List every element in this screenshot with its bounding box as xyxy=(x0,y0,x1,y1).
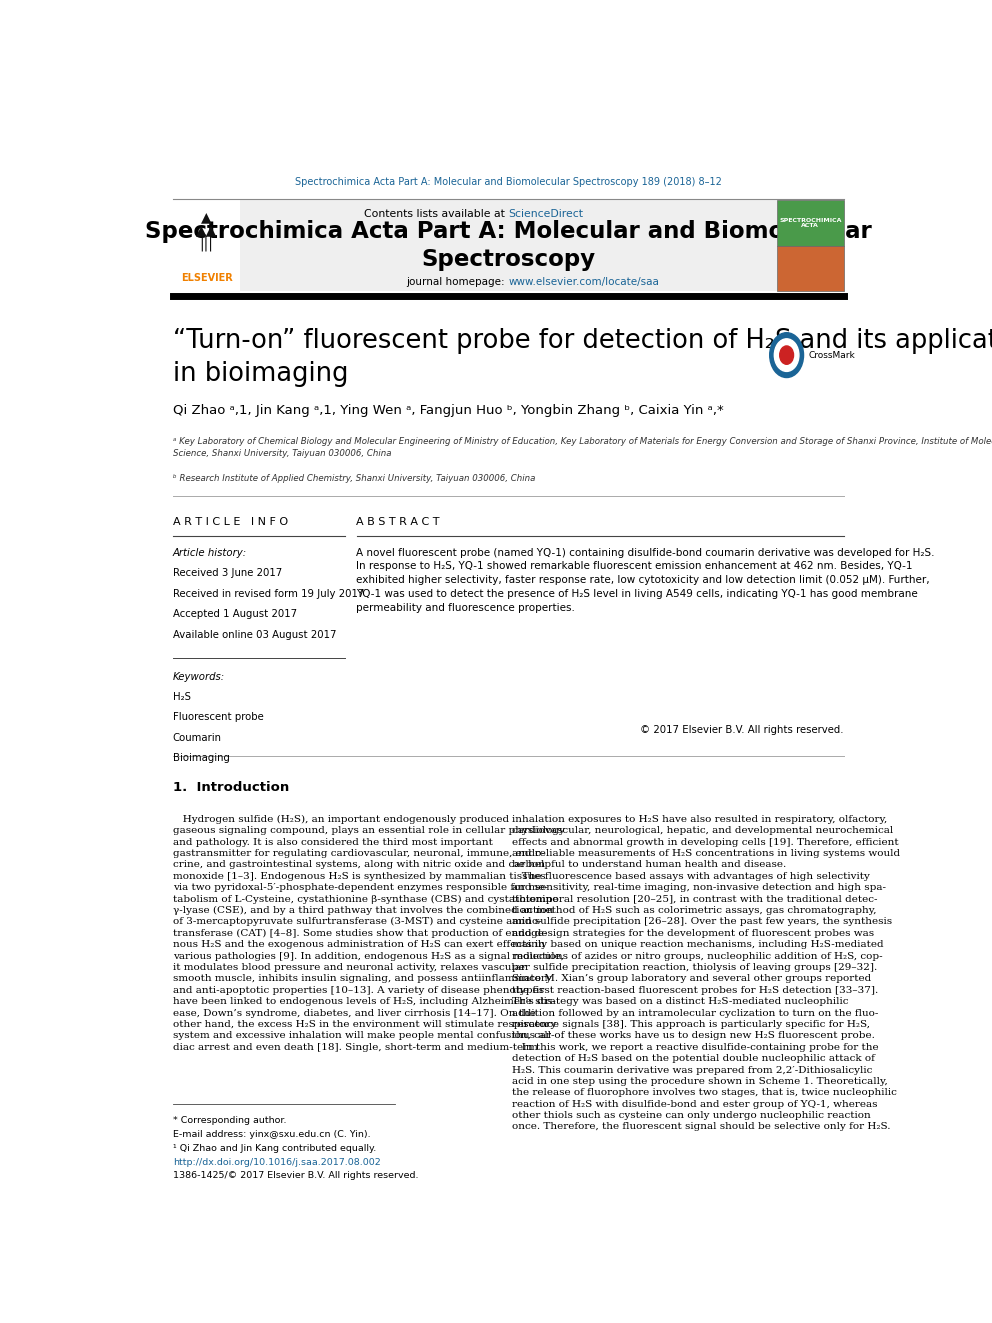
Text: Available online 03 August 2017: Available online 03 August 2017 xyxy=(173,630,336,639)
Text: and anti-apoptotic properties [10–13]. A variety of disease phenotypes: and anti-apoptotic properties [10–13]. A… xyxy=(173,986,544,995)
Text: www.elsevier.com/locate/saa: www.elsevier.com/locate/saa xyxy=(509,277,660,287)
Text: 1.  Introduction: 1. Introduction xyxy=(173,781,289,794)
Text: have been linked to endogenous levels of H₂S, including Alzheimer’s dis-: have been linked to endogenous levels of… xyxy=(173,998,556,1005)
Text: system and excessive inhalation will make people mental confusion, car-: system and excessive inhalation will mak… xyxy=(173,1032,555,1040)
Text: other thiols such as cysteine can only undergo nucleophilic reaction: other thiols such as cysteine can only u… xyxy=(512,1111,871,1121)
Text: Qi Zhao ᵃ,1, Jin Kang ᵃ,1, Ying Wen ᵃ, Fangjun Huo ᵇ, Yongbin Zhang ᵇ, Caixia Yi: Qi Zhao ᵃ,1, Jin Kang ᵃ,1, Ying Wen ᵃ, F… xyxy=(173,404,723,417)
Text: inhalation exposures to H₂S have also resulted in respiratory, olfactory,: inhalation exposures to H₂S have also re… xyxy=(512,815,888,824)
Text: The fluorescence based assays with advantages of high selectivity: The fluorescence based assays with advan… xyxy=(512,872,870,881)
Text: it modulates blood pressure and neuronal activity, relaxes vascular: it modulates blood pressure and neuronal… xyxy=(173,963,526,972)
Text: A novel fluorescent probe (named YQ-1) containing disulfide-bond coumarin deriva: A novel fluorescent probe (named YQ-1) c… xyxy=(356,548,935,613)
Text: be helpful to understand human health and disease.: be helpful to understand human health an… xyxy=(512,860,787,869)
Text: addition followed by an intramolecular cyclization to turn on the fluo-: addition followed by an intramolecular c… xyxy=(512,1008,879,1017)
Text: other hand, the excess H₂S in the environment will stimulate respiratory: other hand, the excess H₂S in the enviro… xyxy=(173,1020,557,1029)
Text: of 3-mercaptopyruvate sulfurtransferase (3-MST) and cysteine amino-: of 3-mercaptopyruvate sulfurtransferase … xyxy=(173,917,542,926)
Text: thus all of these works have us to design new H₂S fluorescent probe.: thus all of these works have us to desig… xyxy=(512,1032,875,1040)
Text: 1386-1425/© 2017 Elsevier B.V. All rights reserved.: 1386-1425/© 2017 Elsevier B.V. All right… xyxy=(173,1171,419,1180)
Text: cardiovascular, neurological, hepatic, and developmental neurochemical: cardiovascular, neurological, hepatic, a… xyxy=(512,826,894,835)
Text: and design strategies for the development of fluorescent probes was: and design strategies for the developmen… xyxy=(512,929,874,938)
Text: monoxide [1–3]. Endogenous H₂S is synthesized by mammalian tissues: monoxide [1–3]. Endogenous H₂S is synthe… xyxy=(173,872,546,881)
Text: The strategy was based on a distinct H₂S-mediated nucleophilic: The strategy was based on a distinct H₂S… xyxy=(512,998,849,1005)
Text: Contents lists available at: Contents lists available at xyxy=(364,209,509,220)
Text: ELSEVIER: ELSEVIER xyxy=(181,273,232,283)
FancyBboxPatch shape xyxy=(173,200,240,291)
Text: rescence signals [38]. This approach is particularly specific for H₂S,: rescence signals [38]. This approach is … xyxy=(512,1020,870,1029)
Text: SPECTROCHIMICA
ACTA: SPECTROCHIMICA ACTA xyxy=(779,218,841,229)
Text: Received in revised form 19 July 2017: Received in revised form 19 July 2017 xyxy=(173,589,364,599)
Text: A R T I C L E   I N F O: A R T I C L E I N F O xyxy=(173,517,288,527)
Text: acid in one step using the procedure shown in Scheme 1. Theoretically,: acid in one step using the procedure sho… xyxy=(512,1077,888,1086)
Text: the first reaction-based fluorescent probes for H₂S detection [33–37].: the first reaction-based fluorescent pro… xyxy=(512,986,879,995)
Text: and sulfide precipitation [26–28]. Over the past few years, the synthesis: and sulfide precipitation [26–28]. Over … xyxy=(512,917,893,926)
Text: Bioimaging: Bioimaging xyxy=(173,753,230,763)
Text: Keywords:: Keywords: xyxy=(173,672,225,681)
Text: γ-lyase (CSE), and by a third pathway that involves the combined action: γ-lyase (CSE), and by a third pathway th… xyxy=(173,906,554,916)
Text: ¹ Qi Zhao and Jin Kang contributed equally.: ¹ Qi Zhao and Jin Kang contributed equal… xyxy=(173,1143,376,1152)
Text: and pathology. It is also considered the third most important: and pathology. It is also considered the… xyxy=(173,837,493,847)
Circle shape xyxy=(770,332,804,377)
FancyBboxPatch shape xyxy=(777,200,844,246)
Text: various pathologies [9]. In addition, endogenous H₂S as a signal molecule,: various pathologies [9]. In addition, en… xyxy=(173,951,563,960)
Text: ScienceDirect: ScienceDirect xyxy=(509,209,583,220)
Text: Accepted 1 August 2017: Accepted 1 August 2017 xyxy=(173,609,297,619)
Text: tabolism of L-Cysteine, cystathionine β-synthase (CBS) and cystathionine: tabolism of L-Cysteine, cystathionine β-… xyxy=(173,894,558,904)
Text: Fluorescent probe: Fluorescent probe xyxy=(173,712,264,722)
Text: CrossMark: CrossMark xyxy=(808,351,855,360)
Text: © 2017 Elsevier B.V. All rights reserved.: © 2017 Elsevier B.V. All rights reserved… xyxy=(641,725,844,734)
Text: per sulfide precipitation reaction, thiolysis of leaving groups [29–32].: per sulfide precipitation reaction, thio… xyxy=(512,963,878,972)
Text: crine, and gastrointestinal systems, along with nitric oxide and carbon: crine, and gastrointestinal systems, alo… xyxy=(173,860,545,869)
Text: once. Therefore, the fluorescent signal should be selective only for H₂S.: once. Therefore, the fluorescent signal … xyxy=(512,1122,891,1131)
Text: Coumarin: Coumarin xyxy=(173,733,222,742)
Text: reductions of azides or nitro groups, nucleophilic addition of H₂S, cop-: reductions of azides or nitro groups, nu… xyxy=(512,951,883,960)
Text: In this work, we report a reactive disulfide-containing probe for the: In this work, we report a reactive disul… xyxy=(512,1043,879,1052)
Text: reaction of H₂S with disulfide-bond and ester group of YQ-1, whereas: reaction of H₂S with disulfide-bond and … xyxy=(512,1099,878,1109)
FancyBboxPatch shape xyxy=(777,246,844,291)
Text: * Corresponding author.: * Corresponding author. xyxy=(173,1115,287,1125)
Text: and sensitivity, real-time imaging, non-invasive detection and high spa-: and sensitivity, real-time imaging, non-… xyxy=(512,884,886,892)
Text: the release of fluorophore involves two stages, that is, twice nucleophilic: the release of fluorophore involves two … xyxy=(512,1089,897,1097)
Text: H₂S. This coumarin derivative was prepared from 2,2′-Dithiosalicylic: H₂S. This coumarin derivative was prepar… xyxy=(512,1065,873,1074)
Text: Hydrogen sulfide (H₂S), an important endogenously produced: Hydrogen sulfide (H₂S), an important end… xyxy=(173,815,509,824)
Text: tion method of H₂S such as colorimetric assays, gas chromatography,: tion method of H₂S such as colorimetric … xyxy=(512,906,877,916)
Text: nous H₂S and the exogenous administration of H₂S can exert effects in: nous H₂S and the exogenous administratio… xyxy=(173,941,545,949)
Text: Since M. Xian’s group laboratory and several other groups reported: Since M. Xian’s group laboratory and sev… xyxy=(512,974,872,983)
Text: gastransmitter for regulating cardiovascular, neuronal, immune, endo-: gastransmitter for regulating cardiovasc… xyxy=(173,849,545,859)
Text: diac arrest and even death [18]. Single, short-term and medium-term: diac arrest and even death [18]. Single,… xyxy=(173,1043,538,1052)
Circle shape xyxy=(775,339,799,372)
Text: smooth muscle, inhibits insulin signaling, and possess antiinflammatory: smooth muscle, inhibits insulin signalin… xyxy=(173,974,552,983)
Circle shape xyxy=(780,345,794,364)
Text: H₂S: H₂S xyxy=(173,692,190,703)
Text: ▲
▲▲
|||: ▲ ▲▲ ||| xyxy=(195,210,217,250)
Text: ᵇ Research Institute of Applied Chemistry, Shanxi University, Taiyuan 030006, Ch: ᵇ Research Institute of Applied Chemistr… xyxy=(173,475,536,483)
Text: A B S T R A C T: A B S T R A C T xyxy=(356,517,440,527)
Text: mainly based on unique reaction mechanisms, including H₂S-mediated: mainly based on unique reaction mechanis… xyxy=(512,941,884,949)
Text: gaseous signaling compound, plays an essential role in cellular physiology: gaseous signaling compound, plays an ess… xyxy=(173,826,564,835)
Text: tiotemporal resolution [20–25], in contrast with the traditional detec-: tiotemporal resolution [20–25], in contr… xyxy=(512,894,878,904)
Text: E-mail address: yinx@sxu.edu.cn (C. Yin).: E-mail address: yinx@sxu.edu.cn (C. Yin)… xyxy=(173,1130,370,1139)
Text: detection of H₂S based on the potential double nucleophilic attack of: detection of H₂S based on the potential … xyxy=(512,1054,875,1064)
Text: ᵃ Key Laboratory of Chemical Biology and Molecular Engineering of Ministry of Ed: ᵃ Key Laboratory of Chemical Biology and… xyxy=(173,438,992,458)
Text: transferase (CAT) [4–8]. Some studies show that production of endoge-: transferase (CAT) [4–8]. Some studies sh… xyxy=(173,929,548,938)
Text: Spectrochimica Acta Part A: Molecular and Biomolecular
Spectroscopy: Spectrochimica Acta Part A: Molecular an… xyxy=(145,220,872,271)
Text: and reliable measurements of H₂S concentrations in living systems would: and reliable measurements of H₂S concent… xyxy=(512,849,901,859)
Text: effects and abnormal growth in developing cells [19]. Therefore, efficient: effects and abnormal growth in developin… xyxy=(512,837,899,847)
Text: Received 3 June 2017: Received 3 June 2017 xyxy=(173,569,282,578)
Text: http://dx.doi.org/10.1016/j.saa.2017.08.002: http://dx.doi.org/10.1016/j.saa.2017.08.… xyxy=(173,1158,381,1167)
FancyBboxPatch shape xyxy=(240,200,777,291)
Text: journal homepage:: journal homepage: xyxy=(407,277,509,287)
Text: Article history:: Article history: xyxy=(173,548,247,557)
Text: ease, Down’s syndrome, diabetes, and liver cirrhosis [14–17]. On the: ease, Down’s syndrome, diabetes, and liv… xyxy=(173,1008,536,1017)
Text: via two pyridoxal-5′-phosphate-dependent enzymes responsible for me-: via two pyridoxal-5′-phosphate-dependent… xyxy=(173,884,548,892)
Text: “Turn-on” fluorescent probe for detection of H₂S and its applications
in bioimag: “Turn-on” fluorescent probe for detectio… xyxy=(173,328,992,388)
Text: Spectrochimica Acta Part A: Molecular and Biomolecular Spectroscopy 189 (2018) 8: Spectrochimica Acta Part A: Molecular an… xyxy=(295,177,722,187)
